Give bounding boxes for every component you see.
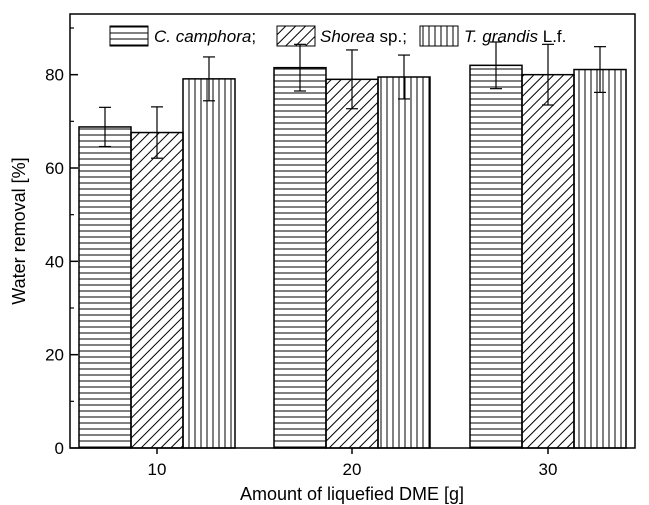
legend: C. camphora; Shorea sp.; T. grandis L.f. (109, 25, 566, 47)
x-tick-label: 30 (539, 460, 558, 479)
bar-diagonal-lines-10 (130, 131, 184, 449)
y-tick-label: 0 (55, 439, 64, 458)
x-tick-label: 10 (148, 460, 167, 479)
bar-diagonal-lines-30 (521, 73, 575, 449)
y-tick-label: 40 (45, 252, 64, 271)
x-tick-label: 20 (343, 460, 362, 479)
bar-diagonal-lines-20 (325, 78, 379, 449)
legend-entry-c-camphora: C. camphora; (154, 27, 256, 46)
x-axis-label: Amount of liquefied DME [g] (240, 484, 464, 504)
y-axis-label: Water removal [%] (9, 157, 29, 304)
error-bar (99, 106, 111, 148)
bar-horizontal-lines-20 (273, 66, 327, 449)
error-bar (594, 46, 606, 94)
legend-entry-t-grandis: T. grandis L.f. (464, 27, 566, 46)
error-bar (203, 56, 215, 102)
legend-swatch-c-camphora (109, 25, 149, 47)
legend-swatch-shorea (276, 25, 316, 47)
error-bars-layer (99, 41, 606, 159)
legend-entry-shorea: Shorea sp.; (320, 27, 407, 46)
bars-layer (78, 64, 627, 449)
bar-horizontal-lines-10 (78, 126, 132, 449)
bar-vertical-lines-20 (377, 76, 431, 449)
axes-layer: 0 20 40 60 80 10 20 30 (45, 27, 558, 479)
error-bar (151, 106, 163, 159)
bar-vertical-lines-30 (573, 68, 627, 449)
legend-swatch-t-grandis (419, 25, 459, 47)
bar-vertical-lines-10 (182, 78, 236, 449)
bar-horizontal-lines-30 (469, 64, 523, 449)
error-bar (398, 54, 410, 100)
y-tick-label: 60 (45, 159, 64, 178)
y-tick-label: 20 (45, 346, 64, 365)
error-bar (490, 41, 502, 90)
error-bar (542, 43, 554, 106)
y-tick-label: 80 (45, 66, 64, 85)
error-bar (346, 49, 358, 110)
